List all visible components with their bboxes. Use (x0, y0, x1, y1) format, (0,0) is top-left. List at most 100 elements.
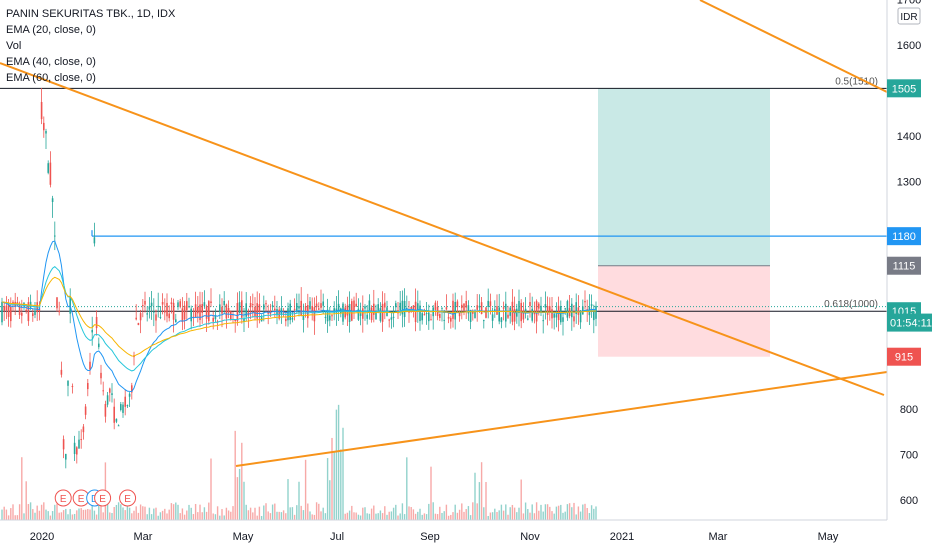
candle-body (320, 303, 322, 308)
candle-body (45, 131, 47, 134)
candle-body (454, 301, 456, 320)
volume-bar (5, 509, 8, 520)
y-tick-label: 600 (900, 495, 918, 507)
candle-body (117, 425, 120, 427)
volume-bar (342, 427, 344, 520)
price-tag-label: 1180 (892, 231, 916, 243)
volume-bar (45, 509, 47, 520)
candle-body (379, 308, 382, 321)
candle-body (355, 303, 357, 307)
candle-body (445, 307, 448, 310)
candle-body (353, 300, 355, 312)
candle-body (238, 302, 241, 314)
volume-bar (351, 505, 353, 520)
y-tick-label: 800 (900, 404, 918, 416)
volume-bar (557, 505, 560, 520)
candle-body (76, 447, 78, 455)
candle-body (188, 306, 190, 308)
volume-bar (454, 504, 456, 520)
candle-body (540, 305, 542, 313)
candle-body (254, 306, 256, 316)
volume-bar (146, 514, 148, 520)
volume-bar (450, 514, 452, 520)
candle-body (111, 393, 113, 395)
volume-bar (522, 513, 525, 520)
volume-bar (337, 404, 340, 520)
volume-bar (417, 511, 419, 520)
candle-body (47, 163, 49, 173)
volume-bar (230, 511, 232, 520)
volume-bar (120, 504, 122, 520)
candle-body (205, 306, 208, 319)
price-tag-label: 01:54:11 (890, 318, 932, 330)
candle-body (252, 304, 254, 306)
volume-bar (467, 506, 470, 520)
volume-bar (95, 514, 98, 520)
candle-body (115, 418, 118, 422)
volume-bar (188, 504, 190, 520)
volume-bar (441, 512, 443, 520)
y-tick-label: 1600 (897, 40, 921, 52)
candle-body (194, 304, 197, 317)
candle-body (575, 302, 577, 315)
volume-bar (300, 505, 302, 520)
candle-body (179, 301, 181, 307)
volume-bar (355, 512, 357, 520)
volume-bar (346, 512, 349, 520)
candle-body (225, 304, 228, 319)
candle-body (364, 306, 366, 309)
candle-body (208, 301, 210, 322)
candle-body (408, 311, 410, 313)
candle-body (417, 303, 419, 311)
volume-bar (293, 514, 296, 520)
candle-body (377, 304, 379, 311)
candle-body (318, 308, 320, 310)
candle-body (480, 302, 483, 315)
candle-body (177, 302, 179, 307)
candle-body (502, 307, 505, 309)
candle-body (296, 303, 298, 312)
volume-bar (370, 508, 373, 520)
candle-body (214, 315, 217, 320)
x-tick-label: 2020 (30, 531, 54, 543)
volume-bar (3, 506, 5, 520)
candle-body (139, 313, 142, 321)
volume-bar (487, 515, 489, 520)
volume-bar (113, 507, 115, 520)
volume-bar (344, 513, 346, 520)
candle-body (203, 302, 206, 307)
volume-bar (126, 502, 129, 520)
fib-label: 0.618(1000) (824, 299, 878, 310)
candle-body (5, 305, 8, 311)
volume-bar (115, 504, 118, 520)
volume-bar (379, 510, 382, 520)
candle-body (82, 426, 85, 433)
volume-bar (315, 502, 318, 520)
volume-bar (254, 507, 256, 520)
price-tag: 1505 (887, 79, 921, 98)
y-tick-label: 1300 (897, 177, 921, 189)
volume-bar (29, 502, 32, 520)
volume-bar (150, 514, 153, 520)
candle-body (546, 305, 549, 315)
volume-bar (109, 512, 111, 520)
candle-body (137, 322, 140, 326)
volume-bar (223, 515, 225, 520)
volume-bar (210, 458, 212, 520)
volume-bar (377, 513, 379, 520)
volume-bar (274, 503, 276, 520)
volume-bar (256, 515, 258, 520)
candle-body (329, 315, 331, 321)
volume-bar (186, 510, 188, 520)
candle-body (370, 307, 373, 321)
volume-bar (236, 477, 239, 520)
candle-body (577, 307, 580, 315)
volume-bar (428, 503, 430, 520)
candle-body (566, 301, 569, 318)
volume-bar (566, 504, 569, 520)
candle-body (531, 308, 533, 321)
volume-bar (135, 506, 137, 520)
volume-bar (128, 507, 131, 520)
candle-body (373, 303, 375, 315)
